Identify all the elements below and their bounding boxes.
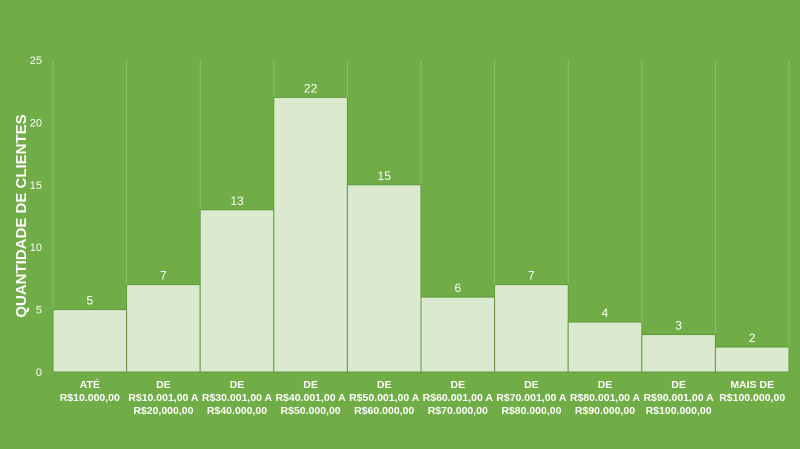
category-label: DE R$90.001,00 A R$100.000,00 [643,379,714,417]
bar [641,334,716,373]
category-label: MAIS DE R$100.000,00 [719,379,785,404]
category-label: DE R$60.001,00 A R$70.000,00 [423,379,494,417]
category-label: DE R$30.001,00 A R$40.000,00 [202,379,273,417]
bar [199,209,275,373]
bar [420,296,496,373]
data-label: 5 [86,294,93,308]
y-tick-label: 10 [30,242,42,254]
y-axis-ticks: 0 5 10 15 20 25 [30,55,42,379]
data-labels: 5 7 13 22 15 6 7 4 3 2 [86,81,755,345]
y-tick-label: 0 [36,367,42,379]
data-label: 22 [304,81,318,95]
y-tick-label: 25 [30,55,42,67]
data-label: 13 [230,194,244,208]
data-label: 3 [675,319,682,333]
x-axis-categories: ATÉ R$10.000,00 DE R$10.001,00 A R$20,000,00… [60,378,786,417]
category-label: DE R$70.001,00 A R$80.000,00 [496,379,567,417]
bar [273,96,348,373]
data-label: 2 [749,331,756,345]
data-label: 6 [454,281,461,295]
bar [714,346,790,373]
data-label: 7 [528,269,535,283]
y-tick-label: 5 [36,305,42,317]
y-axis-label: QUANTIDADE DE CLIENTES [13,114,30,317]
bar [346,184,422,373]
y-tick-label: 15 [30,180,42,192]
bar [494,284,569,373]
category-label: DE R$80.001,00 A R$90.000,00 [570,379,641,417]
category-label: DE R$40.001,00 A R$50.000,00 [275,379,346,417]
category-label: ATÉ R$10.000,00 [60,378,120,404]
category-label: DE R$50.001,00 A R$60.000,00 [349,379,420,417]
bar [52,309,128,373]
bar [126,284,201,373]
data-label: 15 [378,169,392,183]
y-tick-label: 20 [30,117,42,129]
bar [567,321,643,373]
data-label: 4 [602,306,609,320]
data-label: 7 [160,269,167,283]
bars [52,96,790,373]
category-label: DE R$10.001,00 A R$20,000,00 [128,379,199,417]
